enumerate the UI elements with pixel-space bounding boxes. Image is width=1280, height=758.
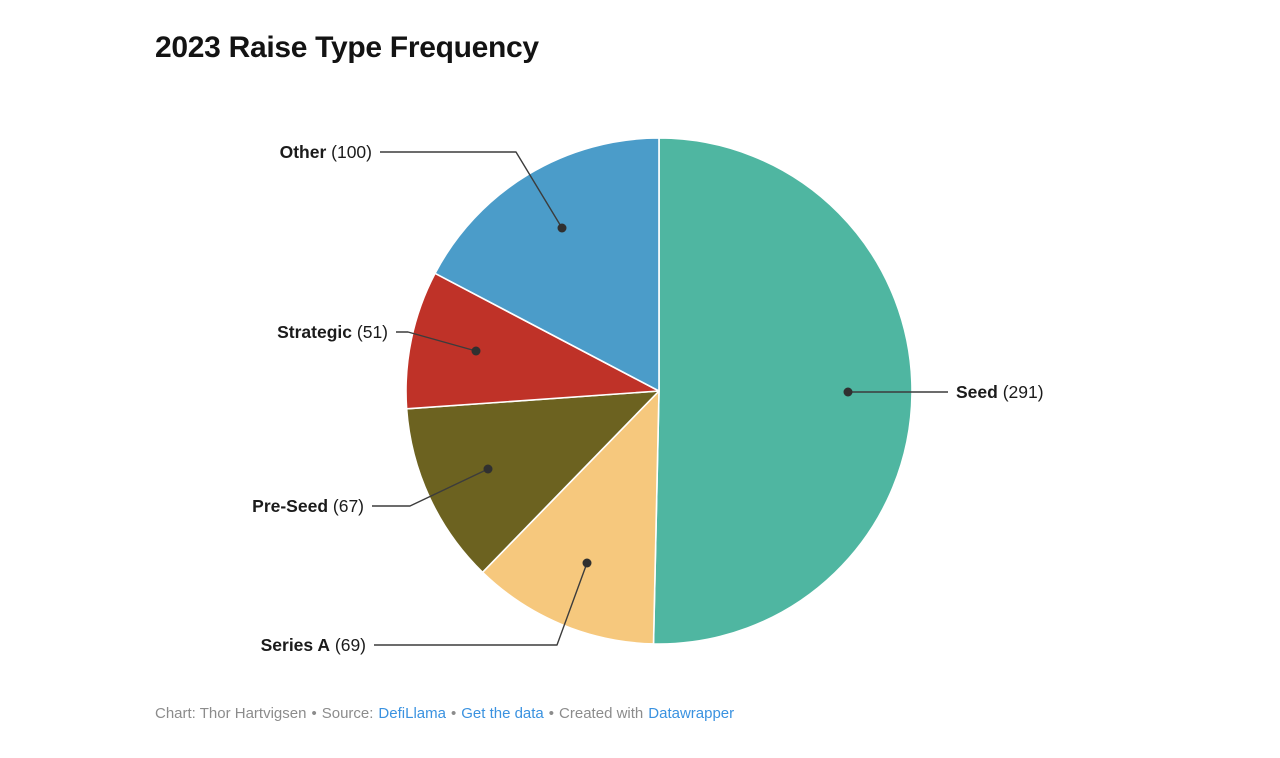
slice-label-series-a: Series A (69) [261,635,366,655]
slice-label-strategic: Strategic (51) [277,322,388,342]
leader-dot-pre-seed [483,464,493,474]
footer-separator: • [450,705,457,722]
slice-leader-lines [372,151,948,646]
chart-footer: Chart: Thor Hartvigsen • Source: DefiLla… [155,703,734,724]
pie-slice-series-a[interactable] [481,390,660,645]
leader-line-series-a [374,562,588,646]
pie-slices [405,137,913,645]
leader-dot-series-a [582,558,592,568]
footer-source-label: Source: [321,705,374,722]
leader-line-strategic [396,331,477,352]
slice-labels: Seed (291) Series A (69) Pre-Seed (67) Stra… [252,142,1043,655]
footer-created-with-label: Created with [559,705,644,722]
footer-byline: Chart: Thor Hartvigsen [155,705,307,722]
leader-dot-strategic [471,346,481,356]
get-the-data-link[interactable]: Get the data [461,705,544,722]
source-link[interactable]: DefiLlama [378,705,446,722]
leader-line-pre-seed [372,468,489,507]
pie-slice-other[interactable] [434,137,660,392]
chart-title: 2023 Raise Type Frequency [155,31,539,64]
pie-chart: Seed (291) Series A (69) Pre-Seed (67) Stra… [252,137,1044,655]
footer-separator: • [311,705,317,722]
leader-dot-other [557,223,567,233]
datawrapper-link[interactable]: Datawrapper [648,705,735,722]
pie-slice-seed[interactable] [652,137,913,645]
pie-slice-pre-seed[interactable] [405,390,660,574]
leader-line-other [380,151,563,229]
pie-slice-strategic[interactable] [405,272,660,410]
slice-label-seed: Seed (291) [956,382,1044,402]
slice-label-other: Other (100) [280,142,372,162]
footer-separator: • [548,705,555,722]
slice-label-pre-seed: Pre-Seed (67) [252,496,364,516]
leader-dot-seed [843,387,853,397]
